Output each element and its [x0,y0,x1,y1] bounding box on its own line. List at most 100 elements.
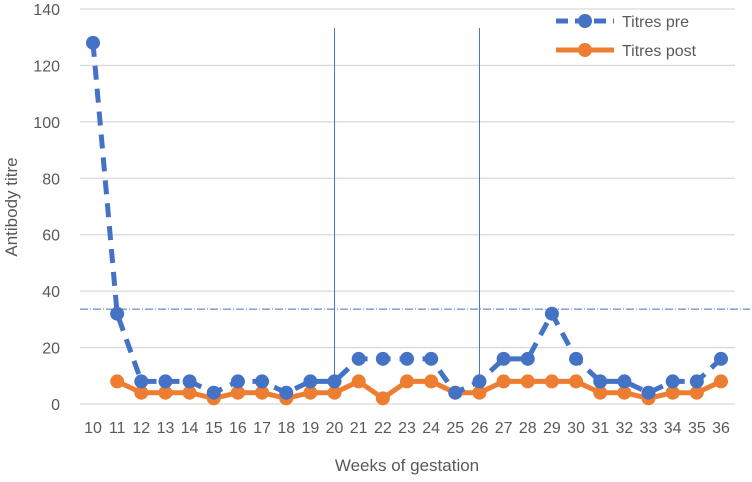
gridlines [80,8,735,405]
x-tick-label: 27 [495,420,513,437]
data-point [134,385,149,400]
x-tick-label: 23 [398,420,416,437]
data-point [279,385,294,400]
x-tick-label: 13 [157,420,175,437]
data-point [617,385,632,400]
data-point [375,351,390,366]
y-tick-label: 120 [33,58,60,75]
data-point [400,351,414,366]
x-tick-label: 18 [277,420,295,437]
data-point [424,374,439,389]
legend-item: Titres post [556,43,697,60]
y-tick-label: 140 [33,2,60,19]
series-titres-pre [86,35,728,400]
data-point [520,351,535,366]
x-tick-label: 34 [664,420,682,437]
data-point [351,374,366,389]
data-point [569,351,584,366]
data-point [327,374,342,389]
legend: Titres pre Titres post [556,14,697,60]
x-tick-label: 19 [301,420,319,437]
data-point [520,374,535,389]
data-point [544,374,559,389]
data-point [110,374,125,389]
data-point [134,374,149,389]
data-point [496,374,511,389]
x-tick-label: 29 [543,420,561,437]
reference-lines [80,28,750,398]
data-point [714,374,728,389]
x-tick-label: 36 [712,420,730,437]
data-point [255,374,270,389]
legend-label: Titres pre [622,14,689,31]
x-axis-ticks: 10 11 12 13 14 15 16 17 18 19 20 21 22 23 24 25 26 27 28 29… [84,420,730,437]
x-tick-label: 16 [229,420,247,437]
x-tick-label: 28 [519,420,537,437]
data-point [617,374,632,389]
legend-swatch-marker [578,43,592,57]
y-tick-label: 100 [33,115,60,132]
y-axis-ticks: 0 20 40 60 80 100 120 140 [33,2,60,414]
data-point [110,306,125,321]
x-tick-label: 31 [591,420,609,437]
data-point [303,374,318,389]
data-point [472,385,487,400]
data-point [593,385,608,400]
data-point [665,374,680,389]
data-point [641,385,656,400]
legend-item: Titres pre [556,14,689,31]
x-tick-label: 20 [326,420,344,437]
data-point [544,306,559,321]
x-tick-label: 30 [567,420,585,437]
x-tick-label: 10 [84,420,102,437]
x-tick-label: 25 [446,420,464,437]
data-point [158,385,173,400]
x-tick-label: 11 [109,420,126,437]
series-group [86,35,728,406]
data-point [206,385,221,400]
data-point [714,351,728,366]
x-tick-label: 24 [422,420,440,437]
data-point [689,374,704,389]
data-point [424,351,439,366]
data-point [86,35,100,50]
data-point [569,374,584,389]
x-tick-label: 14 [181,420,199,437]
data-point [230,385,245,400]
legend-swatch-marker [578,14,592,28]
data-point [593,374,608,389]
data-point [351,351,366,366]
y-tick-label: 80 [42,171,60,188]
data-point [303,385,318,400]
x-tick-label: 22 [374,420,392,437]
data-point [472,374,487,389]
x-tick-label: 26 [471,420,489,437]
data-point [158,374,173,389]
y-tick-label: 20 [42,341,60,358]
y-tick-label: 60 [42,228,60,245]
x-tick-label: 12 [132,420,150,437]
data-point [255,385,270,400]
y-axis-label: Antibody titre [2,157,21,256]
y-tick-label: 0 [51,397,60,414]
x-tick-label: 33 [640,420,658,437]
data-point [689,385,704,400]
legend-label: Titres post [622,43,697,60]
x-tick-label: 15 [205,420,223,437]
data-point [400,374,414,389]
x-tick-label: 21 [350,420,368,437]
data-point [448,385,463,400]
x-tick-label: 17 [253,420,271,437]
x-tick-label: 35 [688,420,706,437]
series-line [90,42,723,396]
x-axis-label: Weeks of gestation [335,456,479,475]
data-point [665,385,680,400]
y-tick-label: 40 [42,284,60,301]
series-titres-post [110,374,728,406]
data-point [375,391,390,406]
data-point [230,374,245,389]
data-point [182,374,197,389]
data-point [496,351,511,366]
x-tick-label: 32 [615,420,633,437]
